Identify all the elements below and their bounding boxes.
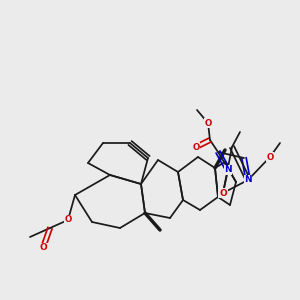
- Text: O: O: [204, 118, 211, 127]
- Text: O: O: [39, 244, 47, 253]
- Text: O: O: [192, 142, 200, 152]
- Text: O: O: [266, 152, 274, 161]
- Text: O: O: [64, 215, 72, 224]
- Text: N: N: [244, 176, 252, 184]
- Text: N: N: [224, 166, 232, 175]
- Text: O: O: [219, 188, 227, 197]
